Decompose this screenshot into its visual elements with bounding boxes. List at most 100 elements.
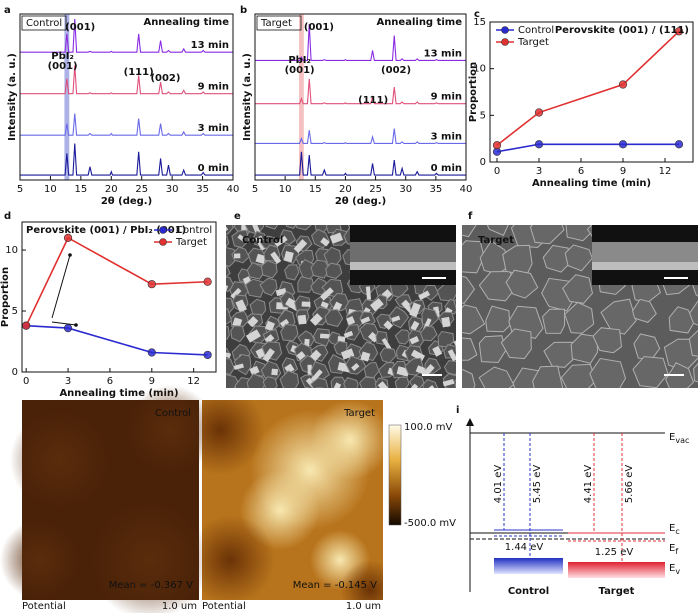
y-axis-label: Intensity (a. u.) (242, 53, 253, 141)
level-sub: v (675, 567, 680, 576)
grain (226, 374, 239, 388)
bright-grain (270, 251, 282, 265)
data-point (534, 108, 544, 117)
x-tick-label: 40 (460, 184, 473, 195)
bright-grain (409, 302, 421, 318)
peak-label: (001) (65, 22, 95, 33)
legend-label: Control (176, 225, 212, 236)
x-axis-label: 2θ (deg.) (101, 196, 152, 207)
grain (422, 379, 439, 388)
grain (262, 376, 278, 388)
series-line (496, 30, 680, 146)
gap-label: 5.45 eV (532, 465, 543, 504)
grain (562, 274, 594, 304)
grain (560, 363, 597, 388)
bright-grain (283, 250, 294, 263)
grain (478, 335, 507, 364)
y-tick-label: 5 (480, 110, 486, 121)
x-tick-label: 5 (17, 184, 23, 195)
series-label: 9 min (431, 92, 462, 103)
bright-grain (423, 364, 435, 376)
legend-label: Control (518, 25, 554, 36)
peak-label: (001) (285, 65, 315, 76)
panel-label: Target (260, 18, 292, 29)
series-line (25, 236, 208, 327)
grain (505, 269, 539, 299)
bright-grain (293, 239, 308, 254)
x-tick-label: 5 (252, 184, 258, 195)
potential-patch (0, 520, 80, 600)
bright-grain (370, 298, 384, 312)
grain (462, 368, 476, 388)
grain (226, 265, 231, 278)
legend-marker (501, 38, 509, 46)
trend-arrow (51, 321, 77, 326)
bright-grain (297, 314, 307, 325)
cross-section-substrate (350, 262, 456, 270)
grain (541, 308, 566, 334)
chart-title: Perovskite (001) / PbI₂ (001) (26, 225, 186, 236)
bright-grain (237, 234, 246, 242)
bright-grain (245, 329, 261, 343)
bright-grain (264, 334, 275, 344)
channel-label: Potential (202, 601, 246, 612)
grain (500, 328, 532, 360)
panel-letter: d (4, 211, 11, 222)
level-main: E (669, 523, 675, 534)
bright-grain (262, 348, 275, 363)
grain (265, 225, 279, 230)
grain (565, 225, 595, 242)
series-line (255, 78, 466, 105)
grain (359, 376, 378, 388)
series-line (20, 18, 233, 53)
grain (394, 376, 410, 388)
bright-grain (320, 333, 330, 339)
bright-grain (264, 320, 276, 332)
arrow-head (68, 253, 72, 257)
series-line (255, 23, 466, 62)
series-line (20, 113, 233, 136)
grain (310, 377, 329, 388)
y-tick-label: 10 (5, 245, 18, 256)
series-label: 9 min (198, 82, 229, 93)
plot-frame (254, 13, 467, 181)
grain (310, 259, 331, 279)
chart-title: Perovskite (001) / (111) (555, 25, 689, 36)
level-sub: f (675, 547, 678, 556)
bright-grain (310, 369, 323, 382)
grain (279, 370, 300, 388)
bright-grain (284, 363, 295, 374)
bright-grain (233, 253, 241, 259)
kpfm-mean: Mean = -0.145 V (293, 580, 377, 591)
cross-section-substrate (592, 262, 698, 270)
level-main: E (669, 432, 675, 443)
x-tick-label: 40 (227, 184, 240, 195)
x-tick-label: 15 (74, 184, 87, 195)
level-label: Ec (669, 523, 680, 536)
data-point (203, 350, 212, 360)
panel-letter: f (468, 211, 473, 222)
data-point (674, 27, 684, 36)
column-label: Control (508, 586, 549, 597)
y-tick-label: 15 (473, 17, 486, 28)
grain (632, 356, 669, 388)
plot-frame (489, 21, 694, 163)
series-line (20, 65, 233, 95)
x-tick-label: 25 (369, 184, 382, 195)
data-point (203, 277, 212, 286)
grain (455, 348, 456, 353)
grain (462, 275, 476, 305)
bright-grain (320, 237, 330, 247)
data-point (492, 141, 502, 150)
grain (632, 298, 657, 323)
bright-grain (346, 315, 356, 326)
grain (462, 337, 478, 361)
y-tick-label: 0 (12, 367, 18, 378)
bright-grain (282, 216, 292, 224)
y-axis-label: Proportion (468, 62, 479, 122)
bright-grain (226, 351, 231, 358)
data-point (618, 140, 628, 149)
y-tick-label: 0 (480, 157, 486, 168)
bright-grain (230, 287, 242, 300)
